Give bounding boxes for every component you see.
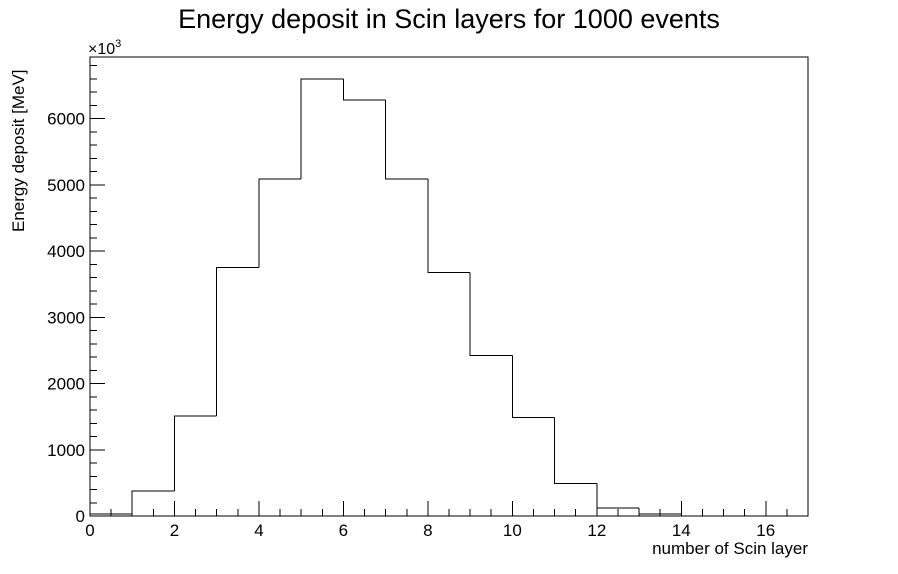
y-tick-label: 2000	[47, 375, 85, 394]
y-tick-label: 0	[76, 507, 85, 526]
y-multiplier-exponent: 3	[115, 38, 121, 50]
x-tick-label: 8	[423, 521, 432, 540]
y-tick-label: 4000	[47, 242, 85, 261]
histogram-bin	[638, 508, 682, 515]
x-axis-label: number of Scin layer	[652, 539, 808, 558]
y-tick-label: 3000	[47, 308, 85, 327]
x-tick-label: 12	[587, 521, 606, 540]
y-tick-label: 6000	[47, 110, 85, 129]
histogram-bin	[216, 267, 259, 416]
histogram-bin	[385, 100, 428, 180]
x-tick-label: 0	[85, 521, 94, 540]
chart-title: Energy deposit in Scin layers for 1000 e…	[178, 4, 720, 34]
x-tick-label: 14	[672, 521, 691, 540]
y-axis-label: Energy deposit [MeV]	[9, 69, 28, 232]
y-tick-label: 5000	[47, 176, 85, 195]
plot-frame	[89, 56, 809, 517]
histogram-bin	[342, 78, 386, 101]
y-multiplier-base: ×10	[88, 41, 115, 58]
y-tick-label: 1000	[47, 441, 85, 460]
histogram-bin	[469, 272, 513, 357]
histogram-bin	[596, 483, 640, 509]
axis-tick-labels: 0 2 4 6 8 10 12 14 16 0 1000 2000 3000 4000 5000 6000	[47, 110, 775, 540]
histogram-bin	[131, 490, 175, 515]
x-tick-label: 10	[503, 521, 522, 540]
axis-ticks	[89, 65, 809, 517]
x-tick-label: 2	[170, 521, 179, 540]
x-tick-label: 6	[339, 521, 348, 540]
histogram-bin	[258, 178, 302, 268]
histogram-bin	[427, 178, 471, 273]
histogram-bin	[300, 78, 344, 179]
histogram-bin	[173, 415, 217, 491]
histogram-bars	[89, 78, 808, 517]
x-tick-label: 16	[756, 521, 775, 540]
x-tick-label: 4	[254, 521, 263, 540]
y-axis-multiplier: ×103	[88, 38, 121, 58]
histogram-bin	[554, 417, 597, 485]
histogram-bin	[511, 355, 555, 418]
